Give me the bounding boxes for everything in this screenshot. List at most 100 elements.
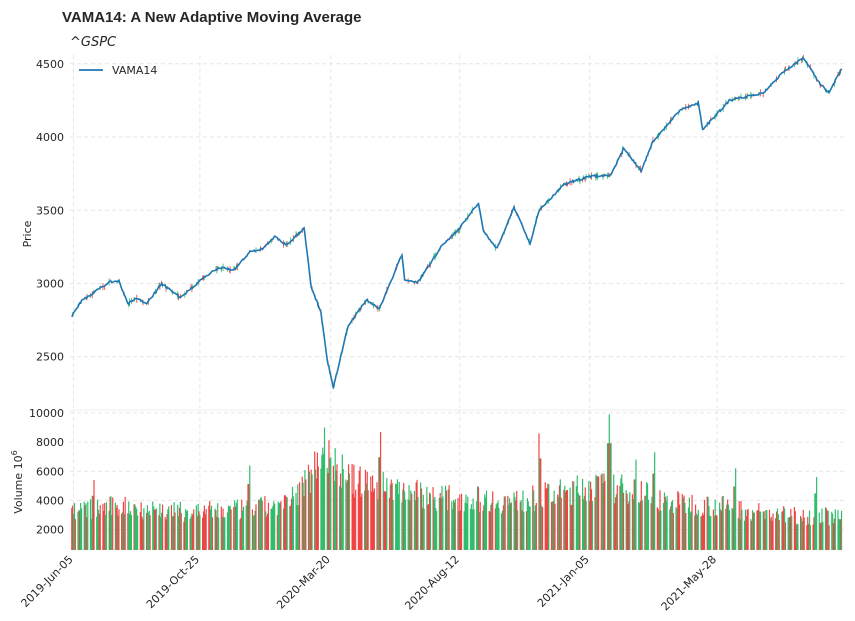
volume-bar: [573, 481, 575, 550]
volume-bar: [171, 515, 173, 550]
volume-bar: [248, 484, 250, 550]
volume-bar: [217, 503, 219, 550]
volume-bar: [501, 513, 503, 550]
volume-bar: [463, 511, 465, 550]
volume-bar: [428, 492, 431, 550]
volume-bar: [620, 478, 622, 550]
volume-bar: [260, 497, 262, 550]
volume-bar: [373, 488, 375, 550]
volume-bar: [590, 481, 592, 550]
volume-bar: [827, 510, 829, 550]
volume-bar: [557, 496, 560, 550]
volume-bar: [821, 508, 823, 550]
volume-bar: [498, 508, 500, 550]
volume-bar: [777, 514, 779, 550]
volume-bar: [528, 505, 530, 550]
volume-bar: [323, 453, 325, 550]
volume-bar: [452, 508, 454, 550]
volume-bar: [304, 470, 306, 550]
volume-bar: [722, 495, 724, 550]
volume-bar: [309, 493, 311, 550]
volume-bar: [352, 493, 354, 550]
volume-bar: [548, 484, 550, 550]
volume-bar: [384, 491, 386, 550]
volume-bar: [703, 514, 705, 550]
volume-bar: [510, 502, 512, 550]
volume-bar: [654, 452, 656, 550]
volume-bar: [479, 501, 481, 550]
volume-bar: [795, 524, 797, 550]
volume-bar: [315, 478, 318, 550]
volume-bar: [516, 490, 518, 550]
volume-bar: [404, 499, 407, 550]
volume-y-tick-label: 2000: [36, 524, 64, 537]
volume-bar: [317, 466, 319, 550]
volume-bar: [550, 501, 553, 550]
volume-bar: [278, 503, 280, 550]
volume-bar: [771, 520, 773, 550]
volume-bar: [629, 492, 631, 550]
volume-bar: [703, 499, 706, 550]
volume-bar: [670, 506, 672, 550]
volume-bar: [683, 495, 685, 550]
volume-bar: [607, 443, 609, 550]
volume-bar: [388, 497, 391, 550]
volume-bar: [235, 502, 238, 550]
volume-bar: [411, 493, 413, 550]
volume-bar: [322, 447, 324, 550]
volume-bar: [788, 517, 790, 550]
volume-bar: [111, 515, 113, 550]
volume-bar: [695, 504, 697, 550]
volume-bar: [276, 515, 278, 550]
volume-bar: [517, 510, 519, 550]
volume-bar: [669, 509, 671, 550]
volume-bar: [189, 518, 191, 550]
volume-bar: [292, 496, 294, 550]
volume-bar: [634, 479, 636, 550]
volume-bar: [279, 503, 281, 550]
volume-bar: [513, 492, 515, 550]
volume-bar: [104, 502, 106, 550]
volume-bar: [790, 509, 792, 550]
volume-bar: [280, 501, 282, 550]
volume-bar: [721, 496, 723, 550]
volume-bar: [121, 513, 123, 550]
volume-bar: [546, 487, 548, 550]
volume-bar: [272, 505, 274, 550]
volume-bar: [759, 511, 762, 550]
volume-bar: [434, 496, 436, 550]
volume-bar: [478, 512, 480, 550]
volume-bar: [666, 495, 668, 550]
volume-bar: [626, 493, 628, 550]
volume-bar: [84, 505, 86, 550]
volume-bar: [133, 504, 135, 550]
volume-bar: [584, 487, 586, 550]
volume-bar: [408, 485, 410, 550]
volume-bar: [223, 517, 225, 550]
volume-bar: [332, 465, 335, 550]
volume-bar: [582, 499, 585, 550]
volume-bar: [832, 523, 835, 550]
volume-bar: [391, 483, 393, 550]
volume-bar: [264, 496, 266, 550]
volume-bar: [270, 508, 272, 550]
volume-bar: [284, 495, 286, 550]
volume-bar: [440, 498, 442, 550]
volume-bar: [427, 504, 429, 550]
volume-bar: [170, 504, 173, 550]
volume-bar: [340, 487, 343, 550]
volume-bar: [295, 492, 297, 550]
volume-bar: [85, 503, 87, 550]
volume-bar: [509, 498, 511, 550]
volume-bar: [621, 474, 623, 550]
volume-bar: [341, 454, 343, 550]
volume-bar: [608, 414, 610, 551]
volume-bar: [695, 513, 698, 550]
volume-bar: [98, 513, 100, 550]
volume-bar: [160, 517, 162, 550]
volume-bar: [497, 500, 499, 550]
volume-bar: [684, 502, 686, 550]
volume-bar: [602, 483, 604, 550]
volume-bar: [570, 504, 572, 550]
volume-bar: [627, 504, 629, 550]
